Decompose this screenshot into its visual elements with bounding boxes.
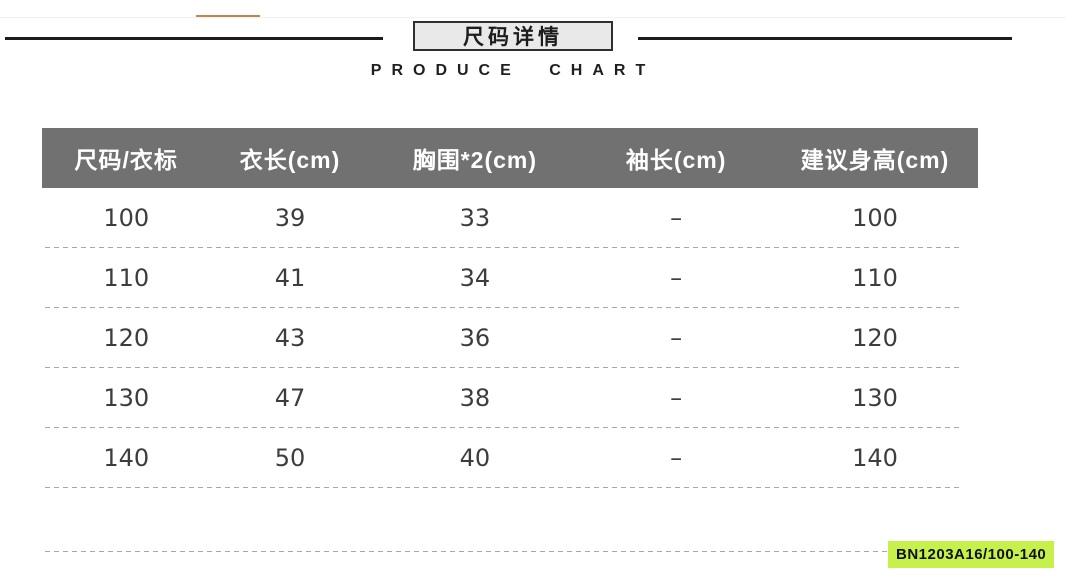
sku-badge: BN1203A16/100-140 <box>888 541 1055 568</box>
cell-sleeve: – <box>670 324 683 352</box>
table-row: 140 50 40 – 140 <box>42 428 978 488</box>
table-row: 110 41 34 – 110 <box>42 248 978 308</box>
column-header-height: 建议身高(cm) <box>800 147 950 173</box>
table-row: 100 39 33 – 100 <box>42 188 978 248</box>
cell-chest: 40 <box>459 444 491 472</box>
top-divider <box>0 17 1066 18</box>
cell-size: 130 <box>103 384 150 412</box>
cell-size: 110 <box>103 264 150 292</box>
column-header-sleeve: 袖长(cm) <box>625 147 727 173</box>
column-header-chest: 胸围*2(cm) <box>412 147 538 173</box>
cell-length: 50 <box>274 444 306 472</box>
bottom-divider <box>45 551 963 552</box>
cell-height: 110 <box>852 264 898 292</box>
cell-chest: 38 <box>459 384 491 412</box>
cell-length: 43 <box>274 324 306 352</box>
title-rule-left <box>5 37 383 40</box>
cell-sleeve: – <box>670 384 683 412</box>
cell-height: 100 <box>852 204 898 232</box>
cell-size: 120 <box>103 324 150 352</box>
cell-sleeve: – <box>670 444 683 472</box>
section-title-box: 尺码详情 <box>413 21 613 51</box>
column-header-size-label: 尺码/衣标 <box>74 147 178 173</box>
cell-sleeve: – <box>670 204 683 232</box>
table-row: 120 43 36 – 120 <box>42 308 978 368</box>
cell-length: 41 <box>274 264 306 292</box>
section-subtitle: PRODUCE CHART <box>370 62 656 79</box>
cell-size: 140 <box>103 444 150 472</box>
title-rule-right <box>638 37 1012 40</box>
cell-chest: 33 <box>459 204 491 232</box>
table-row: 130 47 38 – 130 <box>42 368 978 428</box>
cell-size: 100 <box>103 204 150 232</box>
cell-height: 130 <box>852 384 898 412</box>
cell-chest: 34 <box>459 264 491 292</box>
size-table: 尺码/衣标 衣长(cm) 胸围*2(cm) 袖长(cm) 建议身高(cm) 10… <box>42 128 978 488</box>
table-header-row: 尺码/衣标 衣长(cm) 胸围*2(cm) 袖长(cm) 建议身高(cm) <box>42 128 978 188</box>
cell-height: 140 <box>852 444 898 472</box>
accent-line <box>196 15 260 17</box>
cell-length: 39 <box>274 204 306 232</box>
cell-chest: 36 <box>459 324 491 352</box>
column-header-length: 衣长(cm) <box>239 147 341 173</box>
cell-length: 47 <box>274 384 306 412</box>
section-title: 尺码详情 <box>463 26 563 49</box>
cell-sleeve: – <box>670 264 683 292</box>
cell-height: 120 <box>852 324 898 352</box>
